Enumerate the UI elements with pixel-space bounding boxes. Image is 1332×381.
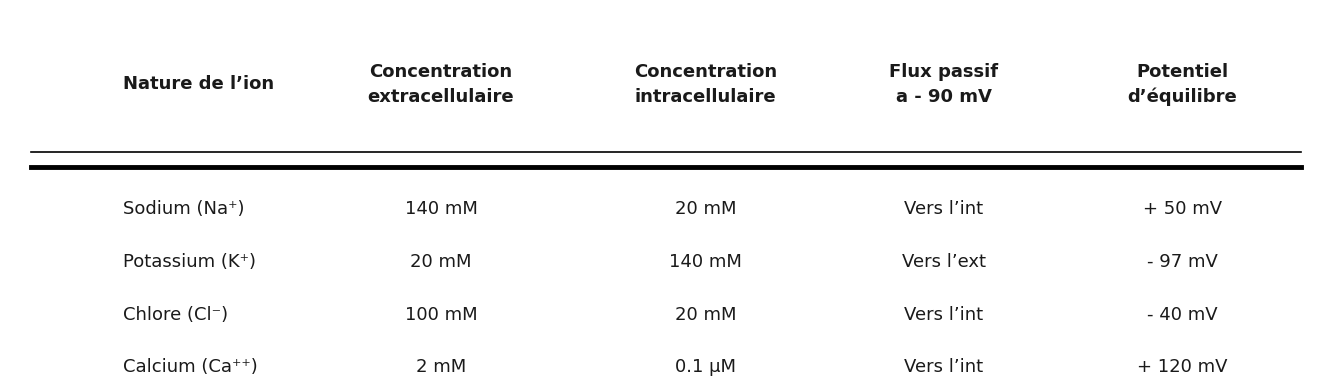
Text: 140 mM: 140 mM [669, 253, 742, 271]
Text: Concentration
intracellulaire: Concentration intracellulaire [634, 63, 778, 106]
Text: - 40 mV: - 40 mV [1147, 306, 1217, 323]
Text: Concentration
extracellulaire: Concentration extracellulaire [368, 63, 514, 106]
Text: Vers l’int: Vers l’int [904, 306, 983, 323]
Text: 20 mM: 20 mM [675, 200, 737, 218]
Text: + 120 mV: + 120 mV [1138, 359, 1228, 376]
Text: 20 mM: 20 mM [675, 306, 737, 323]
Text: - 97 mV: - 97 mV [1147, 253, 1217, 271]
Text: 20 mM: 20 mM [410, 253, 472, 271]
Text: Chlore (Cl⁻): Chlore (Cl⁻) [124, 306, 228, 323]
Text: Sodium (Na⁺): Sodium (Na⁺) [124, 200, 245, 218]
Text: Potassium (K⁺): Potassium (K⁺) [124, 253, 256, 271]
Text: Vers l’int: Vers l’int [904, 359, 983, 376]
Text: 100 mM: 100 mM [405, 306, 477, 323]
Text: Vers l’int: Vers l’int [904, 200, 983, 218]
Text: 0.1 μM: 0.1 μM [675, 359, 737, 376]
Text: + 50 mV: + 50 mV [1143, 200, 1221, 218]
Text: 2 mM: 2 mM [416, 359, 466, 376]
Text: Flux passif
a - 90 mV: Flux passif a - 90 mV [890, 63, 999, 106]
Text: Nature de l’ion: Nature de l’ion [124, 75, 274, 93]
Text: Potentiel
d’équilibre: Potentiel d’équilibre [1127, 62, 1237, 106]
Text: Vers l’ext: Vers l’ext [902, 253, 986, 271]
Text: 140 mM: 140 mM [405, 200, 477, 218]
Text: Calcium (Ca⁺⁺): Calcium (Ca⁺⁺) [124, 359, 258, 376]
